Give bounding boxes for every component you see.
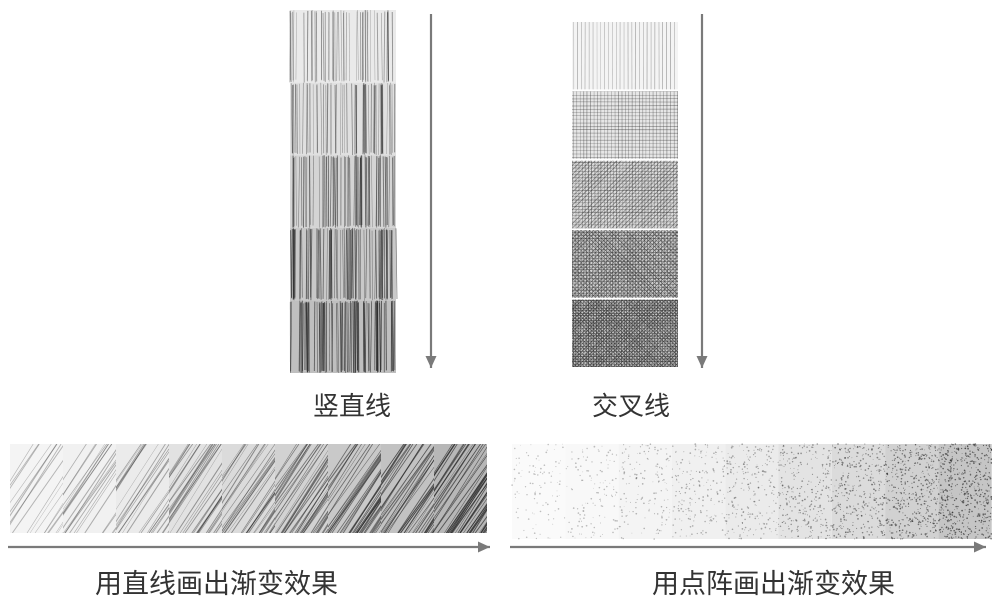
vertical-lines-label: 竖直线 xyxy=(313,386,391,423)
dot-matrix-cell xyxy=(778,443,833,539)
vertical-lines-band xyxy=(290,300,396,373)
vertical-lines-band xyxy=(290,155,396,228)
cross-lines-label: 交叉线 xyxy=(592,386,670,423)
dot-matrix-arrow xyxy=(510,542,986,553)
dot-matrix-cell xyxy=(565,444,618,539)
vertical-lines-band xyxy=(290,228,397,301)
straight-line-arrow xyxy=(8,542,490,553)
straight-line-gradient-strip xyxy=(0,444,566,533)
dot-matrix-cell xyxy=(672,443,726,539)
dot-matrix-cell xyxy=(511,444,565,540)
dot-matrix-cell xyxy=(619,443,672,539)
vertical-lines-band xyxy=(290,83,396,156)
vertical-lines-arrow xyxy=(426,14,437,368)
straight-line-gradient-label: 用直线画出渐变效果 xyxy=(95,562,338,601)
vertical-lines-band xyxy=(289,10,396,83)
dot-matrix-cell xyxy=(725,443,780,539)
dot-matrix-gradient-strip xyxy=(511,443,992,540)
dot-matrix-cell xyxy=(885,444,939,540)
cross-lines-arrow xyxy=(697,14,708,368)
dot-matrix-gradient-label: 用点阵画出渐变效果 xyxy=(652,562,895,601)
dot-matrix-cell xyxy=(938,443,992,539)
dot-matrix-cell xyxy=(831,443,885,539)
vertical-lines-panel xyxy=(289,10,397,373)
